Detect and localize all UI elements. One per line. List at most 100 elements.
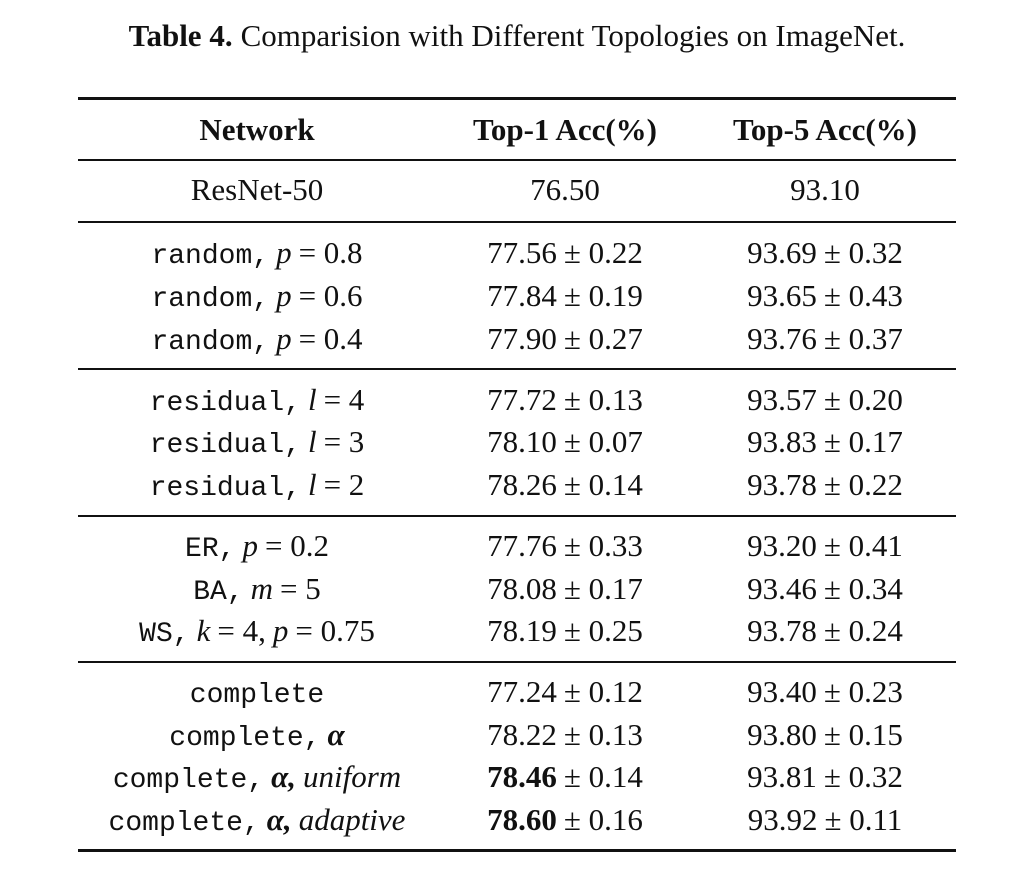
network-part: random, [151,241,270,272]
header-cell: Top-1 Acc(%) [473,112,657,147]
cell: complete [97,672,417,716]
network-part: = 4, [217,613,266,648]
cell: complete, α, uniform [97,757,417,801]
row: residual, l = 4 77.72 ± 0.13 93.57 ± 0.20 [0,380,1034,420]
top5-part: 93.69 [747,235,817,270]
network-part: = 0.2 [264,528,329,563]
top1-part: 77.56 [487,235,557,270]
network-part: p [276,278,292,313]
cell: 93.69 ± 0.32 [665,233,985,273]
cell: 78.08 ± 0.17 [405,569,725,609]
top5-part: 93.80 [747,717,817,752]
network-part: p [242,528,258,563]
cell: random, p = 0.4 [97,319,417,363]
row: WS, k = 4, p = 0.75 78.19 ± 0.25 93.78 ± 0.24 [0,611,1034,651]
header-row: Network Top-1 Acc(%) Top-5 Acc(%) [0,110,1034,150]
top1-part: ± 0.16 [563,802,643,837]
top1-part: ± 0.33 [563,528,643,563]
row: ResNet-50 76.50 93.10 [0,170,1034,210]
top1-part: ± 0.27 [563,321,643,356]
top1-part: ± 0.22 [563,235,643,270]
top5-part: 93.78 [747,467,817,502]
top1-part: 78.46 [487,759,557,794]
top1-part: 78.08 [487,571,557,606]
cell: 77.56 ± 0.22 [405,233,725,273]
rule [78,661,956,663]
cell: 93.81 ± 0.32 [665,757,985,797]
top5-part: ± 0.37 [823,321,903,356]
network-part: residual, [149,473,301,504]
top5-part: 93.40 [747,674,817,709]
network-part: α, [266,802,292,837]
top1-part: 78.10 [487,424,557,459]
top1-part: ± 0.07 [563,424,643,459]
cell: 93.65 ± 0.43 [665,276,985,316]
top5-part: 93.78 [747,613,817,648]
top1-part: 77.24 [487,674,557,709]
top1-part: 77.90 [487,321,557,356]
cell: 78.46 ± 0.14 [405,757,725,797]
network-part: WS, [139,619,190,650]
network-part: = 0.8 [298,235,363,270]
network-part: = 3 [323,424,365,459]
top5-part: ± 0.11 [824,802,903,837]
network-part: = 0.75 [295,613,375,648]
top5-part: ± 0.41 [823,528,903,563]
top1-part: ± 0.14 [563,467,643,502]
cell: WS, k = 4, p = 0.75 [97,611,417,655]
cell: 77.24 ± 0.12 [405,672,725,712]
caption: Table 4. Comparision with Different Topol… [0,18,1034,54]
header-cell: Network [199,112,315,147]
top1-part: 78.22 [487,717,557,752]
top5-part: ± 0.15 [823,717,903,752]
cell: ER, p = 0.2 [97,526,417,570]
rule [78,515,956,517]
cell: 78.60 ± 0.16 [405,800,725,840]
network-part: = 0.4 [298,321,363,356]
cell: 93.83 ± 0.17 [665,422,985,462]
top1-part: 78.19 [487,613,557,648]
cell: 77.84 ± 0.19 [405,276,725,316]
network-part: l [307,424,317,459]
top1-part: 77.84 [487,278,557,313]
cell: complete, α [97,715,417,759]
network-part: m [250,571,274,606]
header-cell: Top-5 Acc(%) [733,112,917,147]
top5-part: 93.57 [747,382,817,417]
top5-part: 93.81 [747,759,817,794]
network-part: ER, [185,534,236,565]
cell: 77.72 ± 0.13 [405,380,725,420]
cell: 78.19 ± 0.25 [405,611,725,651]
row: random, p = 0.6 77.84 ± 0.19 93.65 ± 0.43 [0,276,1034,316]
top5: 93.10 [790,172,860,207]
top1-part: ± 0.25 [563,613,643,648]
network-part: random, [151,327,270,358]
top5-part: ± 0.24 [823,613,903,648]
cell: 93.78 ± 0.22 [665,465,985,505]
top5-part: 93.92 [747,802,818,837]
network-part: l [307,382,317,417]
cell: 77.90 ± 0.27 [405,319,725,359]
network-part: p [276,235,292,270]
caption-label: Table 4. [128,18,233,53]
cell: 93.20 ± 0.41 [665,526,985,566]
network-part: complete, [108,808,260,839]
cell: 78.26 ± 0.14 [405,465,725,505]
top5-part: ± 0.22 [823,467,903,502]
top5-part: ± 0.17 [823,424,903,459]
cell: 93.78 ± 0.24 [665,611,985,651]
network-part: = 2 [323,467,365,502]
cell: 93.80 ± 0.15 [665,715,985,755]
top5-part: ± 0.23 [823,674,903,709]
top1-part: ± 0.19 [563,278,643,313]
top5-part: 93.20 [747,528,817,563]
cell: random, p = 0.6 [97,276,417,320]
cell: 76.50 [405,170,725,210]
row: residual, l = 3 78.10 ± 0.07 93.83 ± 0.17 [0,422,1034,462]
cell: 93.10 [665,170,985,210]
cell: 93.46 ± 0.34 [665,569,985,609]
network-part: random, [151,284,270,315]
cell: 93.40 ± 0.23 [665,672,985,712]
network-part: uniform [302,759,402,794]
rule [78,221,956,223]
